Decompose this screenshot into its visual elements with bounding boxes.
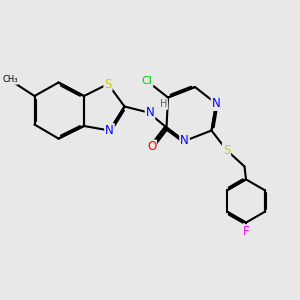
Text: O: O	[147, 140, 156, 154]
Text: S: S	[223, 143, 230, 157]
Text: H: H	[160, 99, 167, 109]
Text: CH₃: CH₃	[2, 75, 18, 84]
Text: N: N	[180, 134, 189, 148]
Text: N: N	[212, 97, 220, 110]
Text: Cl: Cl	[142, 76, 152, 86]
Text: N: N	[105, 124, 114, 137]
Text: S: S	[104, 77, 112, 91]
Text: N: N	[146, 106, 154, 119]
Text: F: F	[243, 225, 249, 238]
